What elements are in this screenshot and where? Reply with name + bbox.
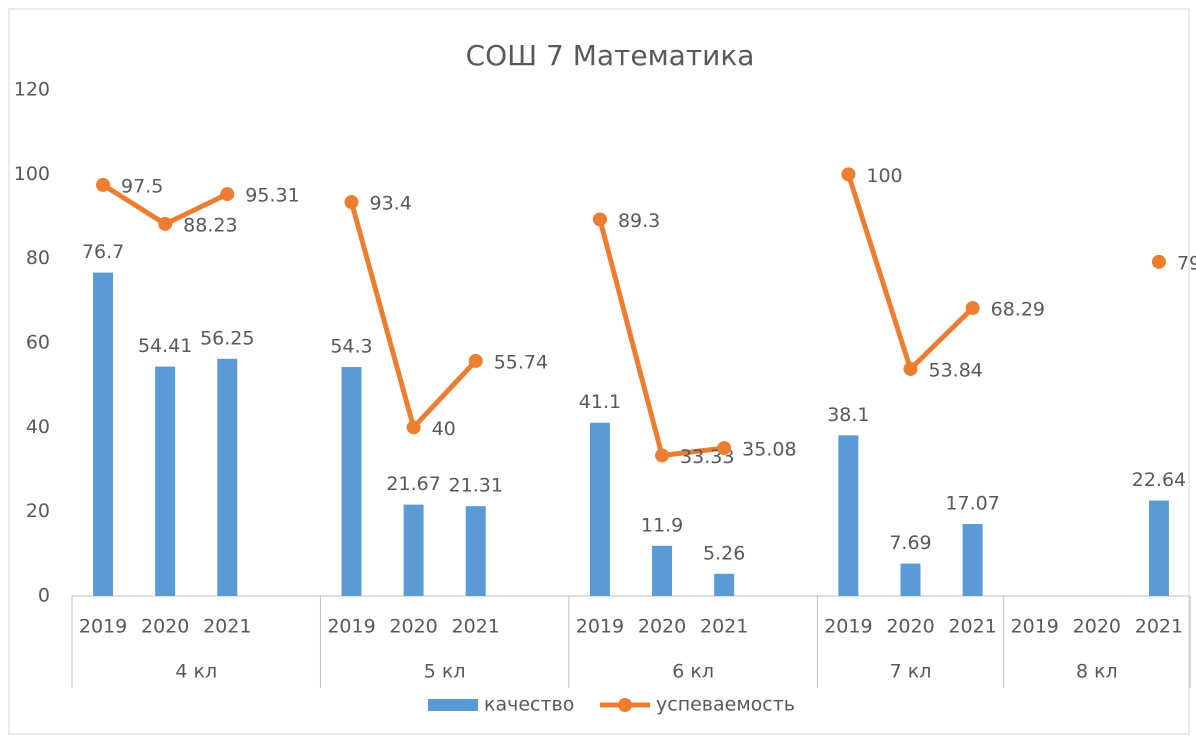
data-label: 55.74 [494,351,548,373]
bar [652,545,673,596]
group-label: 5 кл [424,661,466,683]
point [406,420,421,435]
x-tick-label: 2019 [824,616,872,638]
data-label: 54.41 [138,335,192,357]
data-label: 88.23 [183,214,237,236]
bar [155,366,176,596]
data-label: 93.4 [370,193,412,215]
group-label: 4 кл [175,661,217,683]
x-tick-label: 2021 [948,616,996,638]
group-label: 8 кл [1076,661,1118,683]
x-tick-label: 2020 [886,616,934,638]
x-tick-label: 2020 [141,616,189,638]
data-label: 21.31 [449,475,503,497]
legend-swatch [618,698,632,712]
data-label: 76.7 [82,241,124,263]
x-tick-label: 2019 [327,616,375,638]
data-label: 7.69 [889,532,931,554]
bar [1148,500,1169,596]
y-tick-label: 120 [14,79,50,101]
bar [403,504,424,596]
y-tick-label: 80 [26,247,50,269]
data-label: 17.07 [945,493,999,515]
data-label: 79.24 [1177,252,1196,274]
y-tick-label: 40 [26,416,50,438]
point [655,448,670,463]
x-tick-label: 2019 [576,616,624,638]
data-label: 68.29 [991,299,1045,321]
x-tick-label: 2019 [79,616,127,638]
data-label: 21.67 [386,473,440,495]
data-label: 53.84 [929,359,983,381]
x-tick-label: 2020 [638,616,686,638]
bar [341,367,362,596]
bar [465,506,486,596]
data-label: 100 [866,165,902,187]
x-tick-label: 2019 [1011,616,1059,638]
data-label: 97.5 [121,175,163,197]
y-tick-label: 20 [26,500,50,522]
legend-label: успеваемость [656,694,795,716]
x-tick-label: 2021 [700,616,748,638]
data-label: 5.26 [703,542,745,564]
x-tick-label: 2020 [1073,616,1121,638]
bar [714,573,735,596]
group-label: 7 кл [890,661,932,683]
bar [217,358,238,596]
bar [589,422,610,596]
data-label: 89.3 [618,210,660,232]
x-tick-label: 2021 [452,616,500,638]
data-label: 56.25 [200,327,254,349]
x-tick-label: 2020 [389,616,437,638]
point [158,216,173,231]
chart-title: СОШ 7 Математика [466,39,755,72]
bar [93,272,114,596]
legend-swatch [428,699,478,711]
data-label: 22.64 [1132,469,1186,491]
x-tick-label: 2021 [1135,616,1183,638]
data-label: 35.08 [742,439,796,461]
group-label: 6 кл [672,661,714,683]
bar [962,524,983,596]
point [220,187,235,202]
point [965,301,980,316]
point [344,195,359,210]
data-label: 41.1 [579,391,621,413]
data-label: 38.1 [827,404,869,426]
chart-frame [8,8,1190,735]
data-label: 95.31 [245,185,299,207]
point [1151,254,1166,269]
data-label: 54.3 [330,336,372,358]
point [592,212,607,227]
data-label: 40 [432,418,456,440]
point [96,177,111,192]
y-tick-label: 100 [14,163,50,185]
x-tick-label: 2021 [203,616,251,638]
bar [900,563,921,596]
bar [838,435,859,596]
y-tick-label: 60 [26,332,50,354]
legend-label: качество [484,694,574,716]
y-tick-label: 0 [38,585,50,607]
point [717,441,732,456]
point [841,167,856,182]
point [468,353,483,368]
point [903,361,918,376]
data-label: 11.9 [641,514,683,536]
